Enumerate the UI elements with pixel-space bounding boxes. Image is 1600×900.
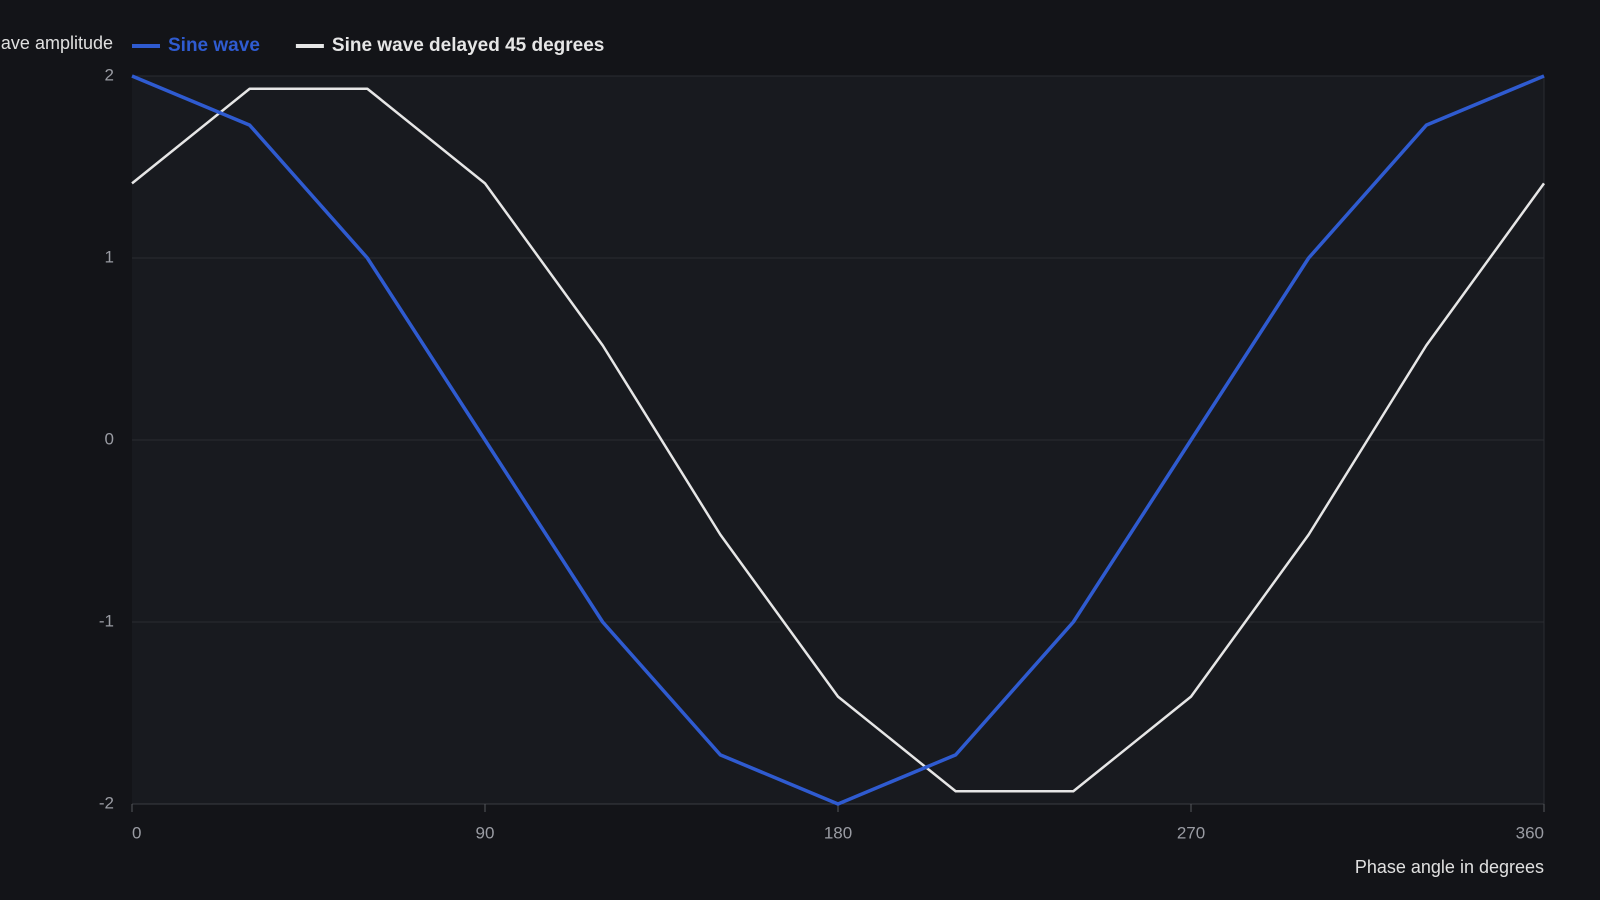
x-tick-label: 0 (132, 823, 141, 842)
x-tick-label: 270 (1177, 823, 1205, 842)
legend-label[interactable]: Sine wave (168, 35, 260, 56)
series-line (131, 87, 1546, 793)
series-line (131, 74, 1545, 806)
y-tick-label: 0 (105, 429, 114, 448)
y-tick-label: -1 (99, 611, 114, 630)
x-tick-label: 360 (1516, 823, 1544, 842)
y-tick-label: -2 (99, 793, 114, 812)
x-tick-label: 90 (476, 823, 495, 842)
y-tick-label: 1 (105, 247, 114, 266)
x-axis-title: Phase angle in degrees (1355, 857, 1544, 877)
legend-label[interactable]: Sine wave delayed 45 degrees (332, 35, 605, 56)
x-tick-label: 180 (824, 823, 852, 842)
y-tick-label: 2 (105, 65, 114, 84)
y-axis-title: ave amplitude (1, 33, 113, 53)
